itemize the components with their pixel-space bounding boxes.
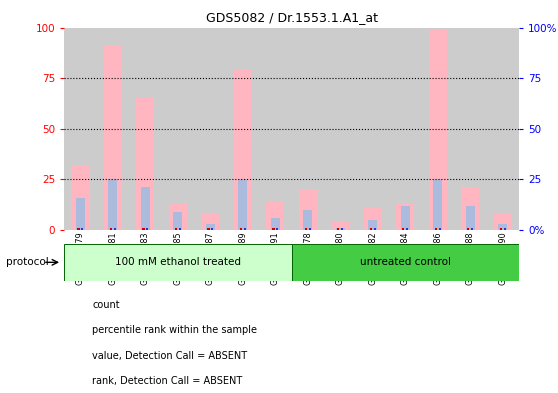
Bar [309, 228, 311, 230]
Bar [142, 228, 145, 230]
Bar [461, 187, 479, 230]
Bar [162, 28, 194, 230]
Bar [466, 206, 475, 230]
Bar [370, 228, 372, 230]
Bar [357, 28, 389, 230]
Text: rank, Detection Call = ABSENT: rank, Detection Call = ABSENT [92, 376, 242, 386]
Bar [244, 228, 246, 230]
Bar [364, 208, 382, 230]
Bar [439, 228, 441, 230]
Bar [194, 28, 227, 230]
Bar [97, 28, 129, 230]
Bar [305, 228, 307, 230]
Bar [303, 209, 312, 230]
Bar [433, 179, 442, 230]
Bar [271, 218, 280, 230]
Text: untreated control: untreated control [360, 257, 451, 267]
Bar [211, 228, 213, 230]
Bar [240, 228, 242, 230]
Text: protocol: protocol [6, 257, 49, 267]
Text: count: count [92, 299, 120, 310]
Bar [454, 28, 487, 230]
Bar [81, 228, 84, 230]
Title: GDS5082 / Dr.1553.1.A1_at: GDS5082 / Dr.1553.1.A1_at [205, 11, 378, 24]
Bar [421, 28, 454, 230]
Bar [137, 98, 155, 230]
Bar [494, 214, 512, 230]
Text: 100 mM ethanol treated: 100 mM ethanol treated [115, 257, 241, 267]
Bar [227, 28, 259, 230]
Bar [179, 228, 181, 230]
Bar [207, 228, 210, 230]
Bar [499, 228, 502, 230]
Bar [487, 28, 519, 230]
Bar [337, 228, 339, 230]
Bar [401, 206, 410, 230]
Bar [429, 29, 446, 230]
Bar [368, 220, 377, 230]
Bar [467, 228, 469, 230]
Bar [266, 202, 284, 230]
Bar [336, 228, 345, 230]
Bar [435, 228, 437, 230]
Bar [373, 228, 376, 230]
Bar [110, 228, 112, 230]
Bar [78, 228, 80, 230]
Bar [129, 28, 162, 230]
Bar [396, 204, 414, 230]
Bar [201, 214, 219, 230]
Bar [141, 187, 150, 230]
Bar [276, 228, 278, 230]
Bar [272, 228, 275, 230]
Bar [114, 228, 116, 230]
Bar [291, 28, 324, 230]
Bar [503, 228, 506, 230]
Bar [324, 28, 357, 230]
Text: percentile rank within the sample: percentile rank within the sample [92, 325, 257, 335]
Bar [331, 222, 349, 230]
Bar [174, 212, 182, 230]
Bar [64, 244, 291, 281]
Bar [498, 224, 507, 230]
Bar [471, 228, 473, 230]
Bar [146, 228, 148, 230]
Bar [104, 46, 122, 230]
Bar [206, 224, 215, 230]
Bar [175, 228, 177, 230]
Bar [76, 198, 85, 230]
Bar [64, 28, 97, 230]
Bar [234, 70, 252, 230]
Bar [238, 179, 247, 230]
Bar [406, 228, 408, 230]
Text: value, Detection Call = ABSENT: value, Detection Call = ABSENT [92, 351, 247, 361]
Bar [108, 179, 117, 230]
Bar [389, 28, 421, 230]
Bar [169, 204, 187, 230]
Bar [259, 28, 291, 230]
Bar [299, 189, 317, 230]
Bar [341, 228, 343, 230]
Bar [291, 244, 519, 281]
Bar [71, 165, 89, 230]
Bar [402, 228, 405, 230]
